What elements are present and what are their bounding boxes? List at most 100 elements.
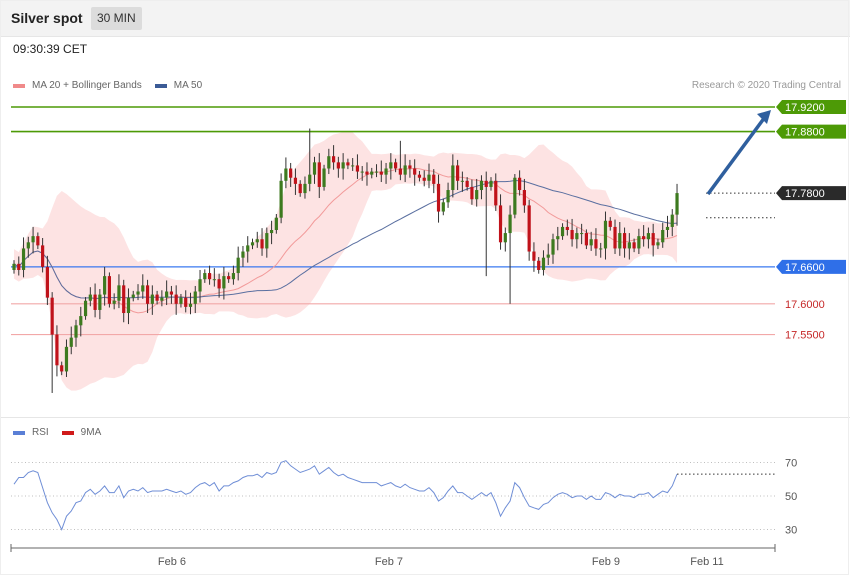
candle-body [351,165,355,167]
candle-body [642,236,646,240]
x-tick-label: Feb 7 [375,556,403,568]
candle-body [403,165,407,175]
candle-body [36,236,40,246]
candle [336,156,340,178]
candle-body [207,273,212,280]
candle [489,177,493,191]
candle [322,164,326,191]
candle [403,154,407,183]
candle [432,169,436,194]
candle [527,199,531,261]
candle-body [260,239,264,249]
candle-body [136,291,140,295]
candle [103,266,107,306]
candle [580,223,584,245]
candle [60,361,64,376]
candle-body [608,220,612,227]
ma9-swatch [61,430,74,435]
candle [136,284,140,301]
candle [646,227,651,249]
candle-body [346,162,350,166]
candle [503,227,507,252]
candle [141,274,145,299]
price-levels [11,106,775,336]
candle-body [236,257,240,274]
rsi-legend-label: RSI [32,427,49,438]
candle-body [284,168,288,181]
price-tag-label: 17.6000 [785,299,825,311]
candle-body [646,233,651,240]
ma20-swatch [13,83,25,88]
candle-body [150,294,154,304]
candle [179,293,183,308]
x-axis: Feb 6 Feb 7 Feb 9 Feb 11 [10,544,776,568]
candle [217,273,221,298]
rsi-tick-label: 30 [785,525,797,537]
candle-body [265,233,269,249]
candle [107,272,111,308]
candle-body [184,297,188,307]
candle [541,250,546,276]
candle-body [165,291,169,298]
candle-body [489,180,493,187]
candle [236,246,240,281]
candle-body [603,220,608,249]
candle-body [55,334,59,366]
ma9-legend-label: 9MA [80,427,102,438]
candle [670,209,674,237]
candle [589,231,593,251]
candle-body [69,337,73,347]
candle [31,226,35,254]
candle [413,159,417,186]
candle [565,219,569,236]
candle-body [675,193,679,215]
candle [465,177,469,191]
candle-body [665,226,670,230]
ma20-legend-label: MA 20 + Bollinger Bands [32,80,142,91]
candle-body [222,276,226,289]
candle [308,128,312,192]
candle [174,285,178,315]
candle-body [26,242,30,249]
candle [36,232,40,250]
candle [227,272,231,283]
candle [160,290,164,307]
candle-body [169,291,174,295]
candle-body [355,165,360,172]
candle [498,194,503,250]
candle [494,173,498,211]
candle [370,167,374,179]
candle [556,226,560,251]
candle [207,265,212,285]
candle [241,245,245,267]
rsi-tick-label: 70 [785,457,797,469]
candle [188,292,193,315]
timeframe-badge[interactable]: 30 MIN [91,7,142,30]
candle [560,223,565,240]
candle-body [575,233,579,240]
candle [131,290,135,302]
candle-body [417,174,422,178]
candle [346,158,350,170]
candle-body [60,365,64,372]
candle [456,159,460,191]
candle-body [522,190,526,206]
candles [12,128,679,393]
candle-body [179,297,183,304]
candle [255,231,259,248]
candle [575,227,579,249]
candle [389,153,393,180]
candle-body [289,168,293,178]
candle [637,228,641,254]
candle [451,154,455,198]
candle [355,154,360,179]
candle-body [541,257,546,270]
price-tag-label: 17.9200 [785,102,825,114]
candle [331,145,336,170]
rsi-panel: 70 50 30 [11,457,797,537]
candle [484,171,488,277]
candle-body [298,183,302,194]
candle [250,238,255,250]
rsi-legend: RSI 9MA [13,427,101,438]
candle [584,229,588,250]
